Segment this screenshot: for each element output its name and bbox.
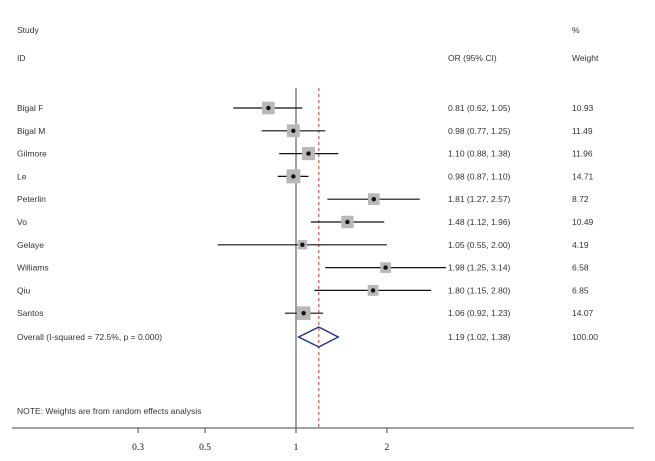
x-tick-label: 0.3 bbox=[132, 443, 144, 453]
header-weight: Weight bbox=[572, 53, 599, 63]
study-id-label: Santos bbox=[17, 308, 43, 318]
point-estimate bbox=[370, 288, 376, 293]
or-ci-label: 1.48 (1.12, 1.96) bbox=[448, 217, 511, 227]
x-tick-label: 0.5 bbox=[199, 443, 211, 453]
study-row: Santos 1.06 (0.92, 1.23) 14.07 bbox=[17, 306, 594, 321]
study-row: Peterlin 1.81 (1.27, 2.57) 8.72 bbox=[17, 193, 589, 206]
study-row: Gelaye 1.05 (0.55, 2.00) 4.19 bbox=[17, 240, 589, 250]
study-row: Le 0.98 (0.87, 1.10) 14.71 bbox=[17, 169, 594, 184]
weight-label: 11.49 bbox=[572, 126, 593, 136]
or-ci-label: 1.10 (0.88, 1.38) bbox=[448, 149, 511, 159]
point-estimate bbox=[300, 242, 305, 247]
weight-label: 10.93 bbox=[572, 103, 594, 113]
point-estimate bbox=[291, 174, 296, 179]
x-tick-label: 1 bbox=[294, 443, 299, 453]
point-estimate bbox=[306, 151, 311, 156]
study-row: Qiu 1.80 (1.15, 2.80) 6.85 bbox=[17, 284, 589, 296]
weight-label: 11.96 bbox=[572, 149, 593, 159]
overall-or-ci-label: 1.19 (1.02, 1.38) bbox=[448, 332, 511, 342]
or-ci-label: 1.05 (0.55, 2.00) bbox=[448, 240, 511, 250]
x-tick-label: 2 bbox=[385, 443, 390, 453]
or-ci-label: 1.98 (1.25, 3.14) bbox=[448, 263, 511, 273]
weight-label: 14.07 bbox=[572, 308, 594, 318]
weight-label: 6.58 bbox=[572, 263, 589, 273]
overall-label: Overall (I-squared = 72.5%, p = 0.000) bbox=[17, 332, 162, 342]
study-id-label: Le bbox=[17, 171, 27, 181]
or-ci-label: 0.98 (0.77, 1.25) bbox=[448, 126, 511, 136]
header-percent: % bbox=[572, 25, 580, 35]
point-estimate bbox=[301, 311, 306, 316]
overall-row: Overall (I-squared = 72.5%, p = 0.000) 1.… bbox=[17, 326, 598, 348]
note-text: NOTE: Weights are from random effects an… bbox=[17, 406, 201, 416]
study-id-label: Williams bbox=[17, 263, 49, 273]
weight-label: 10.49 bbox=[572, 217, 594, 227]
point-estimate bbox=[291, 128, 296, 133]
study-id-label: Gilmore bbox=[17, 149, 47, 159]
study-row: Vo 1.48 (1.12, 1.96) 10.49 bbox=[17, 215, 594, 229]
study-id-label: Peterlin bbox=[17, 194, 46, 204]
or-ci-label: 0.81 (0.62, 1.05) bbox=[448, 103, 511, 113]
study-id-label: Bigal M bbox=[17, 126, 45, 136]
point-estimate bbox=[383, 265, 388, 270]
or-ci-label: 0.98 (0.87, 1.10) bbox=[448, 171, 511, 181]
point-estimate bbox=[371, 197, 377, 202]
or-ci-label: 1.81 (1.27, 2.57) bbox=[448, 194, 511, 204]
header-id: ID bbox=[17, 53, 26, 63]
weight-label: 14.71 bbox=[572, 171, 594, 181]
or-ci-label: 1.80 (1.15, 2.80) bbox=[448, 285, 511, 295]
study-id-label: Bigal F bbox=[17, 103, 43, 113]
weight-label: 8.72 bbox=[572, 194, 589, 204]
or-ci-label: 1.06 (0.92, 1.23) bbox=[448, 308, 511, 318]
weight-label: 6.85 bbox=[572, 285, 589, 295]
study-id-label: Vo bbox=[17, 217, 27, 227]
study-id-label: Gelaye bbox=[17, 240, 44, 250]
study-row: Bigal M 0.98 (0.77, 1.25) 11.49 bbox=[17, 124, 593, 138]
overall-weight-label: 100.00 bbox=[572, 332, 598, 342]
study-rows: Bigal F 0.81 (0.62, 1.05) 10.93 Bigal M 0.98… bbox=[17, 101, 594, 321]
header-study: Study bbox=[17, 25, 39, 35]
header-or-ci: OR (95% CI) bbox=[448, 53, 497, 63]
overall-diamond bbox=[297, 326, 340, 348]
point-estimate bbox=[266, 105, 271, 111]
study-id-label: Qiu bbox=[17, 285, 31, 295]
study-row: Williams 1.98 (1.25, 3.14) 6.58 bbox=[17, 262, 589, 273]
point-estimate bbox=[345, 219, 350, 225]
study-row: Gilmore 1.10 (0.88, 1.38) 11.96 bbox=[17, 147, 593, 161]
x-axis-ticks: 0.3 0.5 1 2 bbox=[132, 428, 390, 453]
study-row: Bigal F 0.81 (0.62, 1.05) 10.93 bbox=[17, 101, 594, 115]
weight-label: 4.19 bbox=[572, 240, 589, 250]
